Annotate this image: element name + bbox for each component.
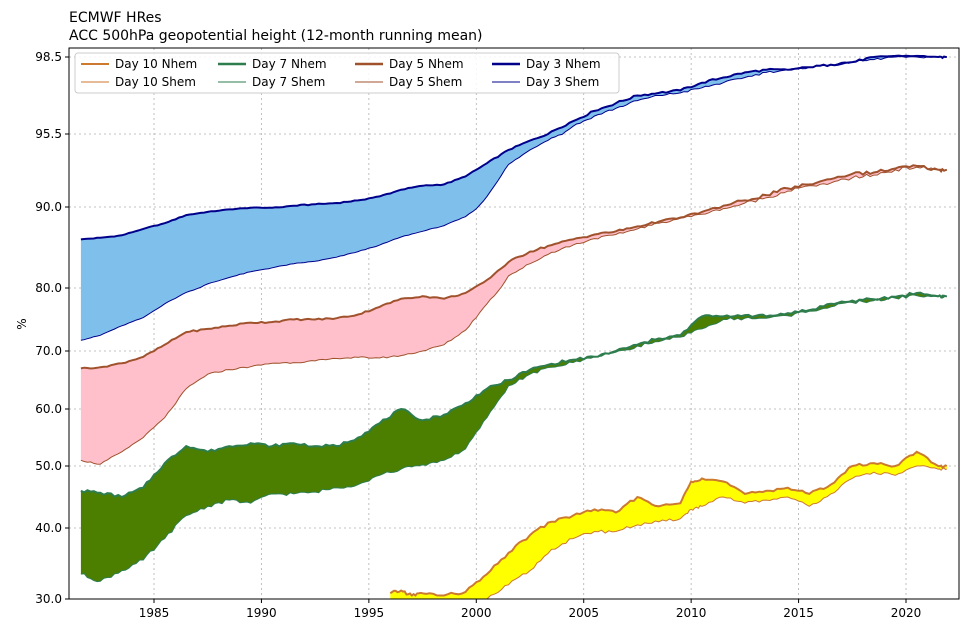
day-10-band-fill xyxy=(390,451,947,599)
chart-subtitle: ACC 500hPa geopotential height (12-month… xyxy=(69,28,483,44)
day-7-nhem-line xyxy=(80,291,947,499)
x-tick-label: 2020 xyxy=(891,606,922,620)
chart-title: ECMWF HRes xyxy=(69,10,162,26)
legend-label: Day 10 Shem xyxy=(115,75,196,89)
y-tick-label: 60.0 xyxy=(35,402,62,416)
legend-label: Day 10 Nhem xyxy=(115,57,197,71)
x-tick-label: 2000 xyxy=(461,606,492,620)
y-tick-label: 50.0 xyxy=(35,459,62,473)
day-3-nhem-line xyxy=(80,54,947,241)
y-tick-label: 95.5 xyxy=(35,127,62,141)
band-fills xyxy=(80,55,947,599)
y-tick-label: 90.0 xyxy=(35,200,62,214)
legend-box xyxy=(74,52,620,94)
legend-label: Day 3 Nhem xyxy=(526,57,601,71)
legend-label: Day 5 Shem xyxy=(389,75,462,89)
day-3-band-fill xyxy=(80,55,947,341)
x-tick-label: 1995 xyxy=(354,606,385,620)
y-tick-label: 80.0 xyxy=(35,281,62,295)
x-tick-label: 1985 xyxy=(139,606,170,620)
grid xyxy=(69,48,959,600)
day-10-nhem-line xyxy=(389,450,948,597)
day-3-shem-line xyxy=(80,56,947,341)
legend: Day 10 Nhem Day 10 Shem Day 7 Nhem Day 7 Sh… xyxy=(74,52,620,94)
y-axis-label: % xyxy=(15,318,29,329)
plot-frame xyxy=(68,47,960,600)
x-tick-label: 2005 xyxy=(568,606,599,620)
legend-label: Day 7 Nhem xyxy=(252,57,327,71)
day-5-shem-line xyxy=(80,166,947,465)
x-tick-label: 1990 xyxy=(246,606,277,620)
y-tick-label: 98.5 xyxy=(35,50,62,64)
x-tick-label: 2015 xyxy=(783,606,814,620)
day-7-shem-line xyxy=(80,294,948,583)
day-5-band-fill xyxy=(80,165,947,465)
y-tick-label: 70.0 xyxy=(35,344,62,358)
series-lines xyxy=(80,54,948,599)
legend-label: Day 3 Shem xyxy=(526,75,599,89)
y-tick-label: 40.0 xyxy=(35,521,62,535)
legend-label: Day 5 Nhem xyxy=(389,57,464,71)
day-5-nhem-line xyxy=(80,164,948,370)
x-tick-label: 2010 xyxy=(676,606,707,620)
day-10-shem-line xyxy=(485,465,947,599)
y-tick-label: 30.0 xyxy=(35,592,62,606)
legend-label: Day 7 Shem xyxy=(252,75,325,89)
axes: 1985 1990 1995 2000 2005 2010 2015 2020 30.0 40.0… xyxy=(35,50,921,620)
